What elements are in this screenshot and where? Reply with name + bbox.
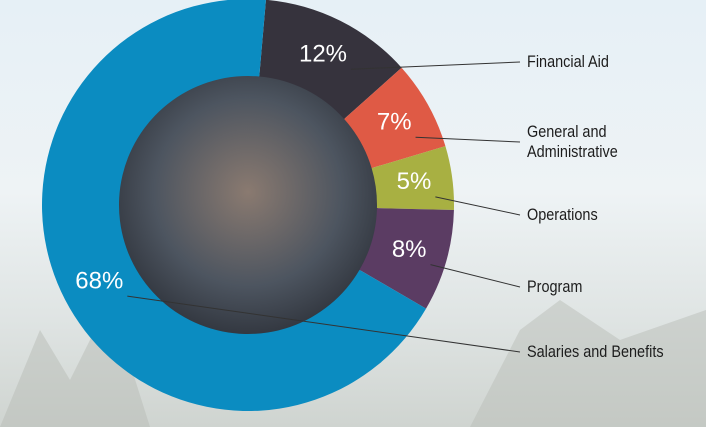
slice: [259, 0, 402, 120]
leader-line: [415, 136, 521, 143]
value-label: 12%: [299, 41, 347, 68]
category-label: General and Administrative: [527, 122, 618, 161]
value-label: 7%: [377, 109, 412, 136]
leader-line: [351, 61, 521, 70]
value-label: 68%: [75, 267, 123, 294]
category-label: Salaries and Benefits: [527, 342, 664, 361]
leader-line: [435, 196, 521, 216]
slice: [42, 0, 427, 411]
slice: [359, 208, 454, 309]
category-label: Financial Aid: [527, 52, 609, 71]
value-label: 8%: [392, 236, 427, 263]
category-label: Program: [527, 277, 583, 296]
center-photo: [118, 75, 378, 335]
leader-line: [127, 295, 521, 353]
category-label: Operations: [527, 205, 598, 224]
tree-silhouette: [470, 300, 706, 427]
leader-line: [430, 264, 521, 288]
slice: [344, 67, 446, 169]
value-label: 5%: [397, 168, 432, 195]
slice: [371, 146, 454, 211]
